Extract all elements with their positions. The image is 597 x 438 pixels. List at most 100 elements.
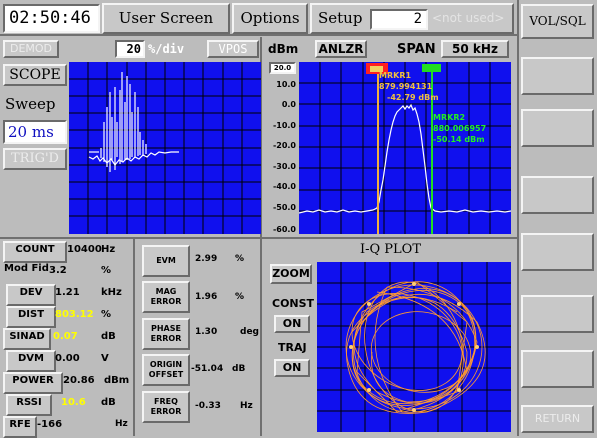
measurement-unit: dB: [101, 331, 116, 342]
scope-display: [69, 62, 261, 234]
error-label[interactable]: MAG ERROR: [142, 281, 190, 313]
error-label[interactable]: ORIGIN OFFSET: [142, 354, 190, 386]
error-value: 1.96: [195, 292, 218, 302]
error-unit: dB: [232, 364, 246, 374]
measurement-unit: V: [101, 353, 109, 364]
y-tick-label: -30.0: [272, 162, 296, 171]
measurement-value: 1.21: [55, 287, 80, 298]
measurement-label[interactable]: RFE: [3, 416, 37, 438]
span-label: SPAN: [397, 42, 436, 57]
y-tick-label: -60.0: [272, 225, 296, 234]
y-tick-label: -10.0: [272, 121, 296, 130]
not-used-label: <not used>: [432, 11, 505, 25]
marker2-flag: [422, 64, 441, 72]
marker2-name: MRKR2: [433, 113, 466, 122]
measurement-label[interactable]: DEV: [6, 284, 56, 306]
measurement-unit: kHz: [101, 287, 122, 298]
side-button-5[interactable]: [521, 233, 594, 271]
measurement-row: RSSI 10.6 dB: [3, 394, 125, 416]
demod-button[interactable]: DEMOD: [3, 40, 59, 58]
measurement-row: SINAD 0.07 dB: [3, 328, 125, 350]
screen-select-button[interactable]: User Screen: [102, 3, 230, 34]
iq-title: I-Q PLOT: [359, 242, 422, 257]
measurement-label[interactable]: SINAD: [3, 328, 51, 350]
measurement-value: 20.86: [63, 375, 95, 386]
measurement-value: 0.00: [55, 353, 80, 364]
volts-div-field[interactable]: 20: [115, 40, 145, 58]
side-button-7[interactable]: [521, 350, 594, 388]
measurement-value: 10400: [67, 244, 102, 255]
error-row: PHASE ERROR 1.30 deg: [139, 318, 262, 354]
measurement-row: DVM 0.00 V: [3, 350, 125, 372]
measurement-label[interactable]: POWER: [3, 372, 63, 394]
error-row: EVM 2.99 %: [139, 245, 262, 281]
marker1-freq: 879.994131: [379, 82, 433, 91]
error-unit: Hz: [240, 401, 253, 411]
spectrum-display: MRKR1 879.994131 -42.79 dBm MRKR2 880.00…: [299, 62, 511, 234]
measurement-row: POWER 20.86 dBm: [3, 372, 129, 394]
analyzer-unit-label: dBm: [268, 42, 299, 56]
measurements-list: COUNT 10400 Hz Mod Fid 3.2 % DEV 1.21 kH…: [3, 241, 131, 438]
marker1-readout: MRKR1 879.994131 -42.79 dBm: [379, 70, 439, 103]
sweep-field[interactable]: 20 ms: [3, 120, 67, 144]
side-button-3[interactable]: [521, 109, 594, 147]
y-tick-label: -20.0: [272, 141, 296, 150]
spectrum-trace: [299, 103, 511, 214]
const-toggle[interactable]: ON: [274, 315, 310, 333]
options-button[interactable]: Options: [232, 3, 308, 34]
measurement-row: DEV 1.21 kHz: [3, 284, 125, 306]
error-row: FREQ ERROR -0.33 Hz: [139, 391, 262, 427]
y-tick-label: -50.0: [272, 203, 296, 212]
y-tick-label: -40.0: [272, 182, 296, 191]
reference-level-box[interactable]: 20.0: [269, 62, 296, 74]
measurement-value: 803.12: [55, 309, 94, 320]
error-value: -51.04: [191, 364, 224, 374]
side-button-4[interactable]: [521, 176, 594, 214]
measurement-unit: dB: [101, 397, 116, 408]
vol-sql-button[interactable]: VOL/SQL: [521, 4, 594, 39]
measurement-unit: %: [101, 265, 112, 276]
error-label[interactable]: PHASE ERROR: [142, 318, 190, 350]
error-row: MAG ERROR 1.96 %: [139, 281, 262, 317]
return-button[interactable]: RETURN: [521, 405, 594, 433]
traj-label: TRAJ: [278, 341, 307, 354]
measurement-unit: Hz: [101, 244, 116, 255]
clock-display: 02:50:46: [3, 4, 100, 33]
measurement-row: DIST 803.12 %: [3, 306, 125, 328]
error-label[interactable]: EVM: [142, 245, 190, 277]
volts-div-unit: %/div: [148, 42, 185, 56]
divider: [0, 237, 517, 239]
measurement-value: -166: [37, 419, 63, 430]
vpos-button[interactable]: VPOS: [207, 40, 259, 58]
measurement-label[interactable]: COUNT: [3, 241, 67, 263]
side-button-2[interactable]: [521, 57, 594, 95]
measurement-row: Mod Fid 3.2 %: [3, 262, 125, 282]
measurement-row: RFE -166 Hz: [3, 416, 128, 438]
scope-button[interactable]: SCOPE: [3, 64, 67, 86]
error-value: 1.30: [195, 327, 218, 337]
error-row: ORIGIN OFFSET -51.04 dB: [139, 354, 262, 390]
span-value-button[interactable]: 50 kHz: [441, 40, 509, 58]
zoom-button[interactable]: ZOOM: [270, 264, 312, 284]
measurement-label[interactable]: DIST: [6, 306, 56, 328]
trig-button[interactable]: TRIG'D: [3, 148, 67, 170]
measurement-label[interactable]: DVM: [6, 350, 56, 372]
y-tick-label: 10.0: [276, 80, 296, 89]
error-unit: %: [235, 292, 245, 302]
setup-field[interactable]: 2: [370, 9, 428, 30]
measurement-label: Mod Fid: [4, 263, 49, 274]
marker2-level: -50.14 dBm: [433, 135, 485, 144]
analyzer-mode-button[interactable]: ANLZR: [315, 40, 367, 58]
iq-constellation-points: [349, 282, 479, 412]
measurement-value: 10.6: [61, 397, 86, 408]
measurement-label[interactable]: RSSI: [6, 394, 52, 416]
const-label: CONST: [272, 297, 315, 310]
y-tick-label: 0.0: [281, 100, 296, 109]
measurement-value: 0.07: [53, 331, 78, 342]
error-value: -0.33: [195, 401, 221, 411]
side-button-6[interactable]: [521, 295, 594, 333]
error-unit: deg: [240, 327, 259, 337]
error-label[interactable]: FREQ ERROR: [142, 391, 190, 423]
setup-label: Setup: [318, 9, 363, 27]
traj-toggle[interactable]: ON: [274, 359, 310, 377]
